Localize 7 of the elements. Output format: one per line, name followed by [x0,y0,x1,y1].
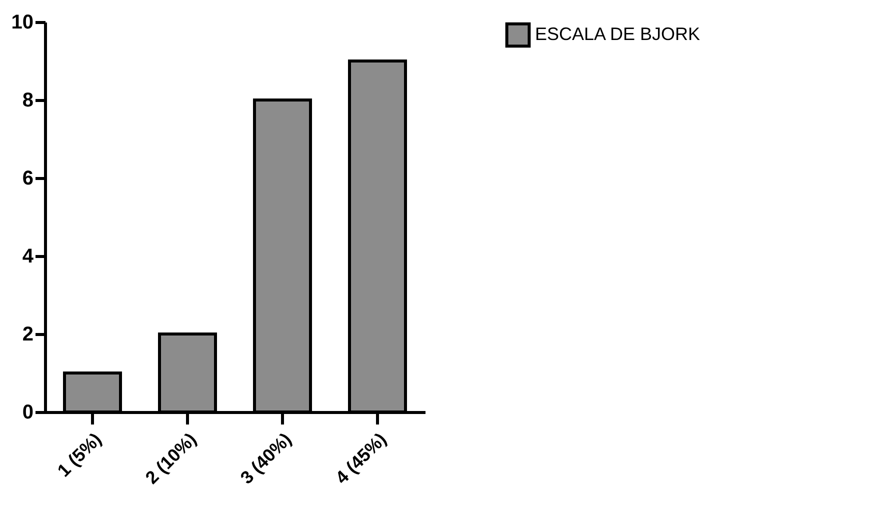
legend-label: ESCALA DE BJORK [535,24,700,44]
y-tick-label: 4 [22,246,34,268]
y-tick-label: 0 [22,402,34,424]
y-tick-label: 8 [22,90,34,112]
y-tick-label: 6 [22,168,34,190]
y-tick-label: 10 [11,12,34,34]
y-tick-label: 2 [22,324,34,346]
